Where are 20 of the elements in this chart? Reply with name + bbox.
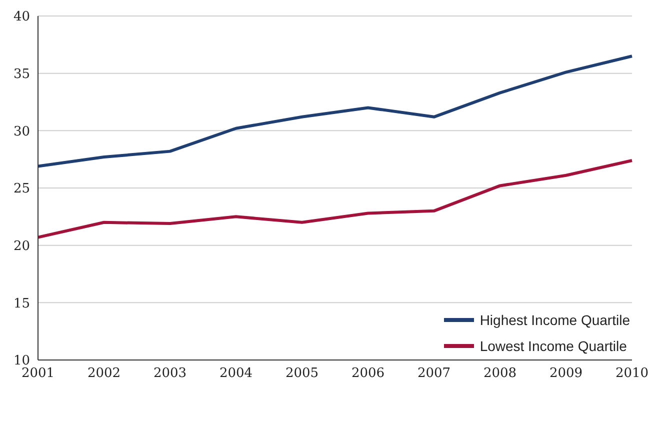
y-tick-label: 20 [13, 238, 30, 254]
y-tick-label: 35 [13, 66, 30, 82]
x-tick-label: 2008 [483, 366, 517, 382]
x-tick-label: 2003 [153, 366, 187, 382]
x-tick-label: 2005 [285, 366, 319, 382]
y-tick-label: 30 [13, 124, 30, 140]
line-series [36, 54, 634, 168]
x-tick-label: 2009 [549, 366, 583, 382]
line-series [36, 158, 634, 239]
x-tick-label: 2004 [219, 366, 253, 382]
x-tick-label: 2006 [351, 366, 385, 382]
legend-label: Lowest Income Quartile [480, 338, 627, 354]
x-tick-label: 2001 [21, 366, 55, 382]
y-tick-label: 15 [13, 296, 30, 312]
x-tick-label: 2007 [417, 366, 451, 382]
y-tick-label: 25 [13, 182, 30, 197]
x-tick-label: 2010 [615, 366, 649, 382]
y-tick-label: 40 [13, 10, 30, 25]
x-tick-label: 2002 [87, 366, 121, 382]
legend-label: Highest Income Quartile [480, 312, 630, 328]
